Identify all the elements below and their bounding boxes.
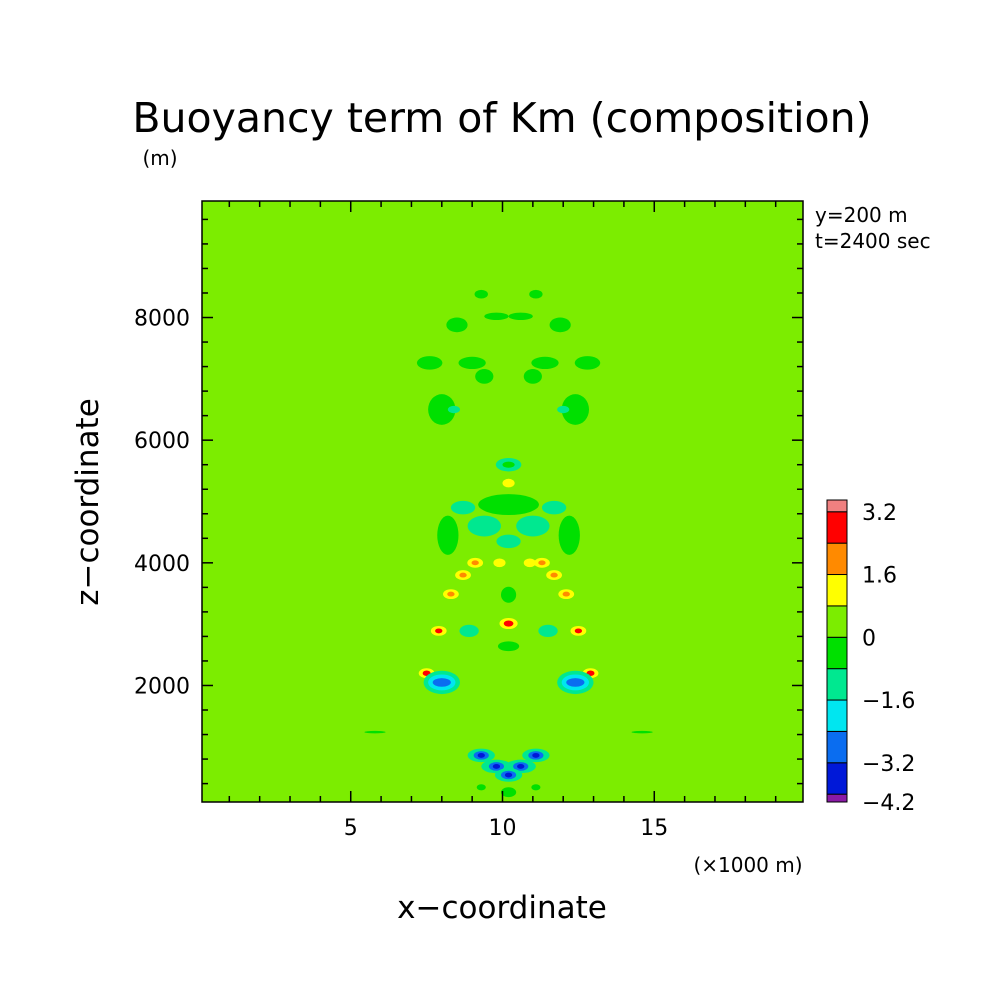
contour-patch-17 xyxy=(502,461,515,468)
contour-patch-28 xyxy=(523,558,536,568)
contour-patch-4 xyxy=(446,317,468,333)
contour-patch-15 xyxy=(557,405,570,414)
contour-patch-18 xyxy=(502,478,515,488)
contour-patch-57 xyxy=(432,678,451,687)
y-tick-label: 2000 xyxy=(134,674,190,699)
contour-patch-62 xyxy=(631,730,653,734)
contour-patch-78 xyxy=(500,787,517,798)
colorbar-swatch-3 xyxy=(826,699,848,732)
contour-patch-50 xyxy=(497,641,520,652)
colorbar-swatch-6 xyxy=(826,605,848,638)
y-axis-label: z−coordinate xyxy=(70,398,106,606)
contour-patch-74 xyxy=(517,763,525,769)
colorbar-swatch-10 xyxy=(826,499,848,513)
axis-ticks: 5 10 15 2000 4000 6000 8000 xyxy=(134,201,803,841)
colorbar-tick-label: −1.6 xyxy=(862,689,915,714)
contour-patch-39 xyxy=(447,591,455,597)
plot-area: 5 10 15 2000 4000 6000 8000 xyxy=(134,200,804,841)
contour-patch-8 xyxy=(531,356,559,370)
x-unit-label: (×1000 m) xyxy=(693,853,802,877)
colorbar-swatch-1 xyxy=(826,762,848,795)
colorbar-tick-label: 0 xyxy=(862,626,876,651)
contour-patch-43 xyxy=(503,620,514,627)
contour-patch-6 xyxy=(416,356,443,370)
info-line-y: y=200 m xyxy=(815,203,908,227)
contour-patch-12 xyxy=(428,394,456,425)
contour-patch-7 xyxy=(458,356,486,370)
contour-patch-61 xyxy=(364,730,386,734)
x-axis-label: x−coordinate xyxy=(397,890,607,926)
contour-features xyxy=(364,289,653,798)
contour-patch-20 xyxy=(450,500,476,515)
x-tick-label: 5 xyxy=(344,816,358,841)
contour-patch-25 xyxy=(467,515,501,537)
contour-patch-71 xyxy=(492,763,501,769)
contour-patch-37 xyxy=(500,586,517,603)
colorbar: 3.2 1.6 0 −1.6 −3.2 −4.2 xyxy=(826,499,915,816)
colorbar-swatch-8 xyxy=(826,542,848,576)
info-line-t: t=2400 sec xyxy=(815,229,931,253)
contour-patch-21 xyxy=(541,500,567,515)
contour-patch-22 xyxy=(437,515,459,555)
contour-patch-0 xyxy=(474,289,488,299)
contour-patch-32 xyxy=(538,560,546,566)
contour-patch-27 xyxy=(493,558,506,568)
contour-patch-36 xyxy=(550,572,558,578)
x-tick-label: 10 xyxy=(489,816,517,841)
y-tick-label: 8000 xyxy=(134,307,190,332)
contour-patch-26 xyxy=(516,515,550,537)
colorbar-swatch-4 xyxy=(826,668,848,701)
contour-patch-14 xyxy=(447,405,461,414)
contour-patch-9 xyxy=(574,356,601,370)
y-tick-label: 4000 xyxy=(134,552,190,577)
contour-patch-34 xyxy=(459,572,467,578)
colorbar-swatch-0 xyxy=(826,793,848,803)
contour-patch-80 xyxy=(531,784,541,791)
colorbar-swatch-2 xyxy=(826,730,848,764)
chart-title: Buoyancy term of Km (composition) xyxy=(132,94,871,142)
contour-patch-23 xyxy=(558,515,580,555)
contour-patch-65 xyxy=(477,752,485,758)
contour-patch-10 xyxy=(475,369,494,384)
colorbar-tick-label: −3.2 xyxy=(862,752,915,777)
colorbar-tick-label: 3.2 xyxy=(862,501,897,526)
colorbar-swatch-7 xyxy=(826,574,848,607)
contour-patch-2 xyxy=(484,312,509,320)
contour-patch-1 xyxy=(529,289,543,299)
contour-patch-41 xyxy=(562,591,570,597)
contour-patch-24 xyxy=(496,534,521,549)
contour-patch-60 xyxy=(566,678,585,687)
contour-patch-13 xyxy=(561,394,590,425)
colorbar-swatch-9 xyxy=(826,511,848,544)
contour-patch-79 xyxy=(476,784,486,791)
contour-patch-30 xyxy=(471,560,479,566)
contour-patch-11 xyxy=(523,369,542,384)
contour-patch-49 xyxy=(538,624,558,638)
contour-patch-47 xyxy=(574,628,583,634)
contour-patch-45 xyxy=(435,628,443,634)
contour-patch-48 xyxy=(459,624,479,638)
contour-patch-77 xyxy=(504,772,513,778)
colorbar-swatch-5 xyxy=(826,636,848,670)
x-tick-label: 15 xyxy=(640,816,668,841)
y-tick-label: 6000 xyxy=(134,429,190,454)
colorbar-tick-label: −4.2 xyxy=(862,791,915,816)
contour-patch-19 xyxy=(478,494,539,515)
contour-patch-3 xyxy=(508,312,533,320)
colorbar-tick-label: 1.6 xyxy=(862,564,897,589)
contour-patch-5 xyxy=(549,317,571,333)
contour-patch-68 xyxy=(532,752,540,758)
y-unit-label: (m) xyxy=(142,146,177,170)
